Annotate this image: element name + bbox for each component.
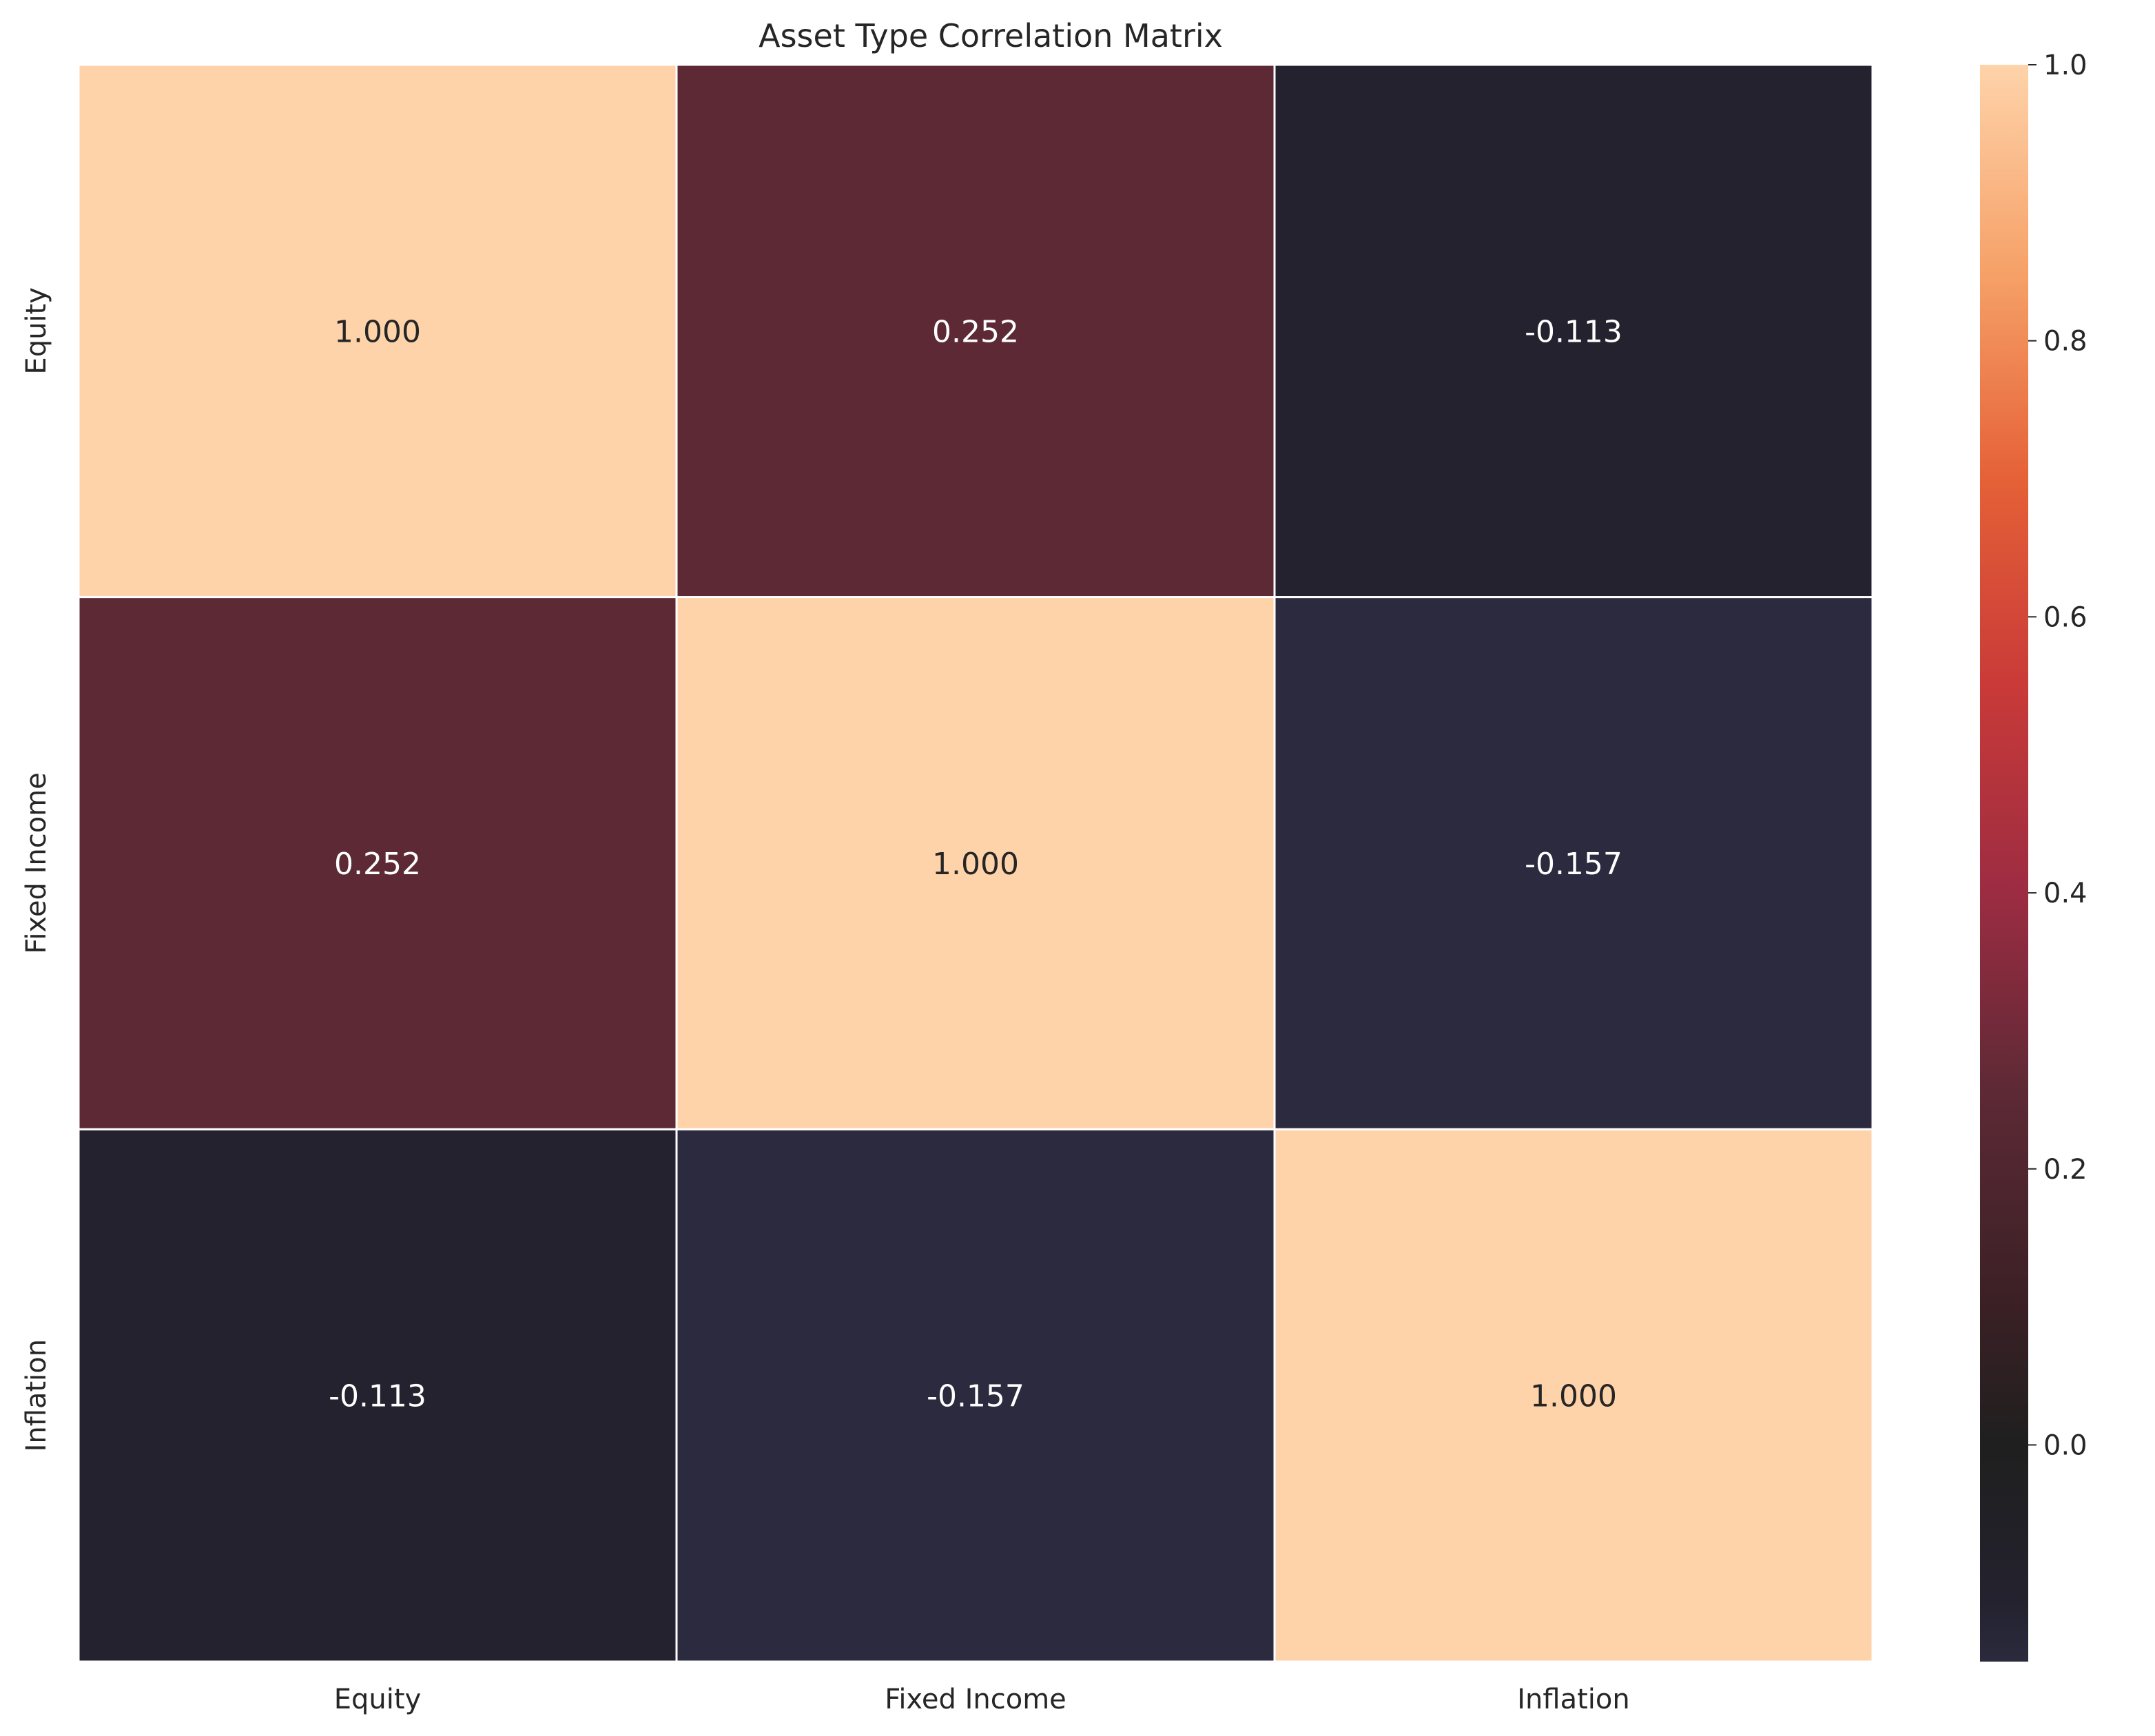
cell-value-label: -0.113 bbox=[1525, 314, 1622, 349]
y-axis-tick-labels: Equity Fixed Income Inflation bbox=[21, 287, 52, 1451]
colorbar-ticks: 0.0 0.2 0.4 0.6 0.8 1.0 bbox=[2028, 50, 2087, 1461]
colorbar bbox=[1980, 65, 2028, 1662]
y-tick-label: Equity bbox=[21, 287, 52, 374]
colorbar-tick-label: 0.0 bbox=[2043, 1429, 2087, 1461]
heatmap-cell bbox=[1273, 63, 1874, 599]
cell-value-label: 1.000 bbox=[932, 847, 1019, 882]
heatmap-cell bbox=[1273, 596, 1874, 1130]
y-tick-label: Inflation bbox=[21, 1339, 52, 1451]
cell-value-label: 0.252 bbox=[932, 314, 1019, 349]
cell-value-label: 1.000 bbox=[1530, 1379, 1617, 1414]
heatmap-cell bbox=[675, 63, 1276, 599]
x-tick-label: Equity bbox=[334, 1684, 421, 1715]
heatmap-cells bbox=[77, 63, 1874, 1663]
x-axis-tick-labels: Equity Fixed Income Inflation bbox=[334, 1684, 1630, 1715]
x-tick-label: Inflation bbox=[1517, 1684, 1629, 1715]
cell-value-label: -0.113 bbox=[329, 1379, 426, 1414]
heatmap-cell bbox=[77, 1128, 678, 1663]
y-tick-label: Fixed Income bbox=[21, 772, 52, 954]
cell-value-label: 0.252 bbox=[334, 847, 421, 882]
heatmap-cell bbox=[77, 596, 678, 1130]
cell-value-label: -0.157 bbox=[927, 1379, 1024, 1414]
chart-title: Asset Type Correlation Matrix bbox=[759, 17, 1223, 54]
cell-value-label: 1.000 bbox=[334, 314, 421, 349]
heatmap-cell bbox=[1273, 1128, 1874, 1663]
colorbar-tick-label: 0.4 bbox=[2043, 878, 2087, 909]
colorbar-tick-label: 0.6 bbox=[2043, 601, 2087, 633]
colorbar-tick-label: 0.8 bbox=[2043, 326, 2087, 358]
heatmap-cell-labels: 1.000 0.252 -0.113 0.252 1.000 -0.157 -0.113 -0… bbox=[329, 314, 1622, 1414]
heatmap-cell bbox=[77, 63, 678, 599]
heatmap-cell bbox=[675, 596, 1276, 1130]
colorbar-tick-label: 0.2 bbox=[2043, 1154, 2087, 1186]
x-tick-label: Fixed Income bbox=[885, 1684, 1066, 1715]
colorbar-tick-label: 1.0 bbox=[2043, 50, 2087, 81]
cell-value-label: -0.157 bbox=[1525, 847, 1622, 882]
heatmap-cell bbox=[675, 1128, 1276, 1663]
